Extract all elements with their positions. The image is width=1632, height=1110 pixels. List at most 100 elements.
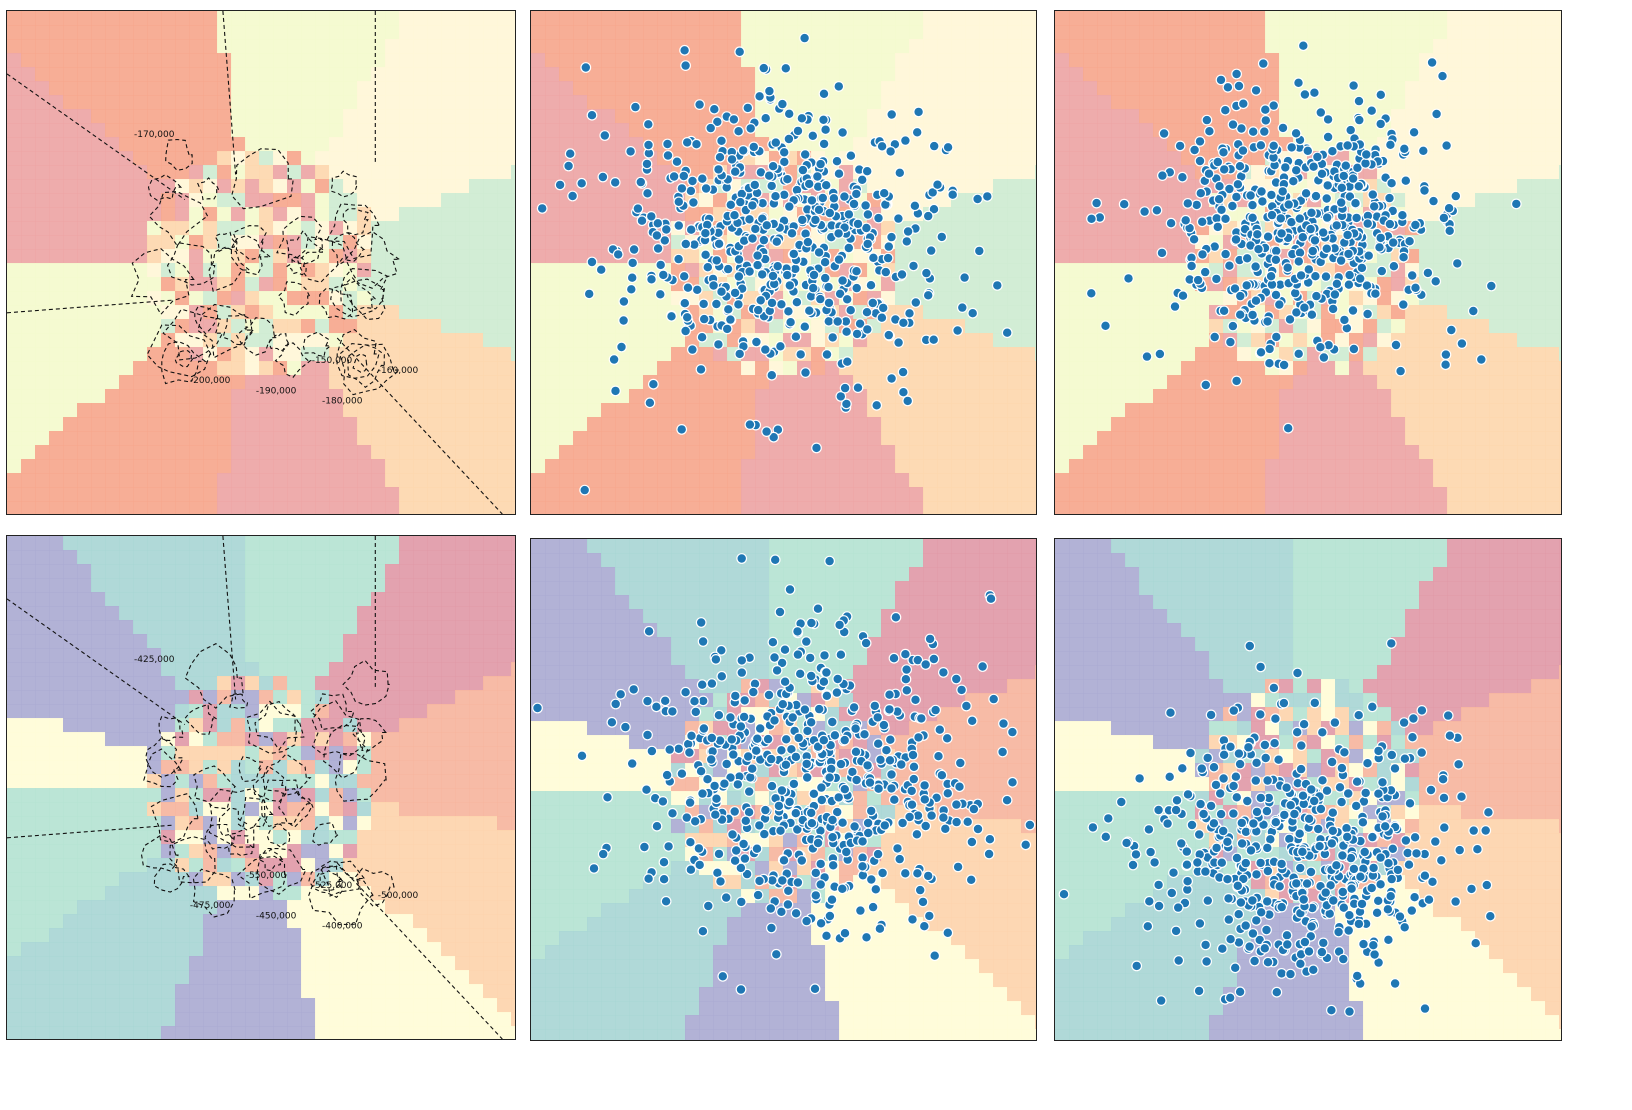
scatter-point [721, 323, 733, 335]
scatter-point [870, 883, 882, 895]
scatter-point [1233, 908, 1245, 920]
chart-svg-4 [531, 539, 1036, 1040]
scatter-point [698, 313, 710, 325]
scatter-point [685, 185, 697, 197]
scatter-point [861, 222, 872, 234]
scatter-point [1139, 206, 1150, 218]
scatter-point [1279, 161, 1291, 173]
scatter-point [1151, 204, 1163, 216]
scatter-point [922, 210, 934, 222]
scatter-point [1223, 914, 1235, 926]
scatter-point [576, 750, 588, 762]
panel-bottom-right [1054, 538, 1562, 1041]
scatter-point [1327, 807, 1339, 819]
scatter-point [769, 652, 780, 663]
scatter-point [1262, 316, 1274, 327]
scatter-point [867, 901, 879, 913]
scatter-point [678, 170, 690, 182]
scatter-point [595, 264, 607, 276]
scatter-point [695, 617, 707, 628]
scatter-point [1281, 782, 1293, 794]
scatter-point [876, 140, 888, 152]
scatter-point [755, 294, 767, 306]
scatter-point [1443, 202, 1455, 214]
scatter-point [1410, 219, 1421, 231]
scatter-point [1377, 811, 1389, 822]
scatter-point [932, 179, 943, 191]
scatter-point [1100, 320, 1111, 332]
scatter-point [1185, 747, 1196, 759]
scatter-point [939, 823, 951, 835]
scatter-point [833, 168, 845, 180]
scatter-point [532, 702, 543, 714]
scatter-point [1229, 962, 1241, 974]
scatter-point [1246, 895, 1258, 906]
scatter-point [792, 625, 803, 637]
scatter-point [956, 302, 968, 314]
scatter-point [709, 809, 721, 821]
scatter-point [1290, 307, 1302, 318]
scatter-point [833, 80, 845, 92]
scatter-point [835, 391, 847, 402]
scatter-point [1305, 866, 1317, 878]
panel-top-middle [530, 10, 1037, 515]
scatter-point [856, 174, 868, 186]
scatter-point [666, 310, 677, 322]
scatter-point [901, 664, 913, 676]
scatter-point [973, 245, 985, 257]
scatter-point [1143, 895, 1155, 907]
scatter-point [790, 907, 802, 919]
scatter-point [1261, 805, 1273, 817]
scatter-point [775, 906, 787, 918]
scatter-point [724, 314, 736, 326]
scatter-point [658, 873, 670, 885]
scatter-point [752, 250, 764, 262]
scatter-point [748, 141, 760, 153]
scatter-point [1199, 266, 1211, 278]
scatter-point [1309, 234, 1321, 246]
scatter-point [1385, 890, 1397, 902]
scatter-point [911, 126, 923, 138]
scatter-point [1182, 875, 1194, 887]
scatter-point [1342, 788, 1354, 799]
scatter-point [805, 670, 817, 682]
scatter-point [801, 915, 813, 927]
scatter-point [1153, 879, 1164, 891]
contour-lines [7, 536, 503, 1039]
scatter-point [588, 863, 600, 874]
scatter-point [897, 366, 909, 378]
scatter-point [805, 716, 817, 728]
scatter-point [733, 254, 745, 265]
scatter-point [1358, 938, 1369, 950]
scatter-point [765, 903, 777, 914]
scatter-point [1480, 825, 1492, 836]
scatter-point [720, 892, 732, 904]
scatter-point [1230, 234, 1242, 245]
scatter-point [1196, 763, 1208, 775]
scatter-point [729, 806, 741, 817]
scatter-point [1244, 640, 1256, 652]
scatter-point [1214, 788, 1226, 799]
scatter-point [652, 217, 664, 229]
scatter-point [865, 279, 877, 291]
scatter-point [1297, 790, 1309, 802]
contour-label: -450,000 [256, 911, 297, 921]
scatter-point [687, 197, 699, 208]
scatter-point [1343, 248, 1354, 260]
scatter-point [928, 334, 940, 346]
scatter-point [902, 226, 914, 237]
scatter-point [1262, 775, 1274, 786]
scatter-point [689, 815, 701, 827]
scatter-point [1348, 80, 1360, 91]
scatter-point [831, 806, 843, 818]
scatter-point [1312, 151, 1323, 163]
scatter-point [1438, 792, 1450, 804]
scatter-point [1308, 87, 1320, 99]
scatter-point [564, 148, 576, 160]
scatter-point [1294, 213, 1306, 225]
scatter-point [1226, 200, 1238, 212]
scatter-point [1331, 278, 1343, 290]
scatter-point [776, 98, 788, 110]
scatter-point [851, 774, 863, 786]
scatter-point [775, 744, 787, 756]
